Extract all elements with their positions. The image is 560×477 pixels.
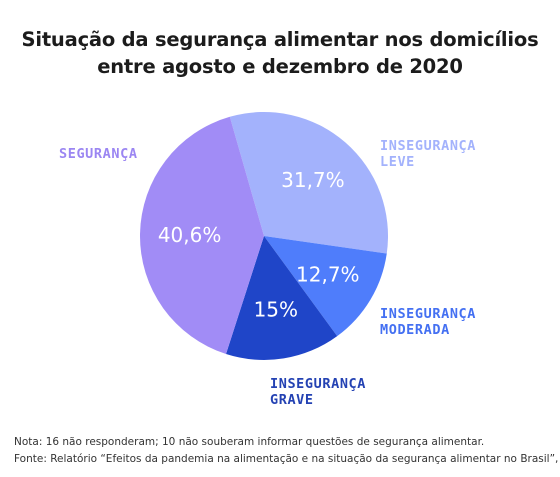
slice-category-label-line: INSEGURANÇA (380, 138, 477, 154)
slice-category-label-line: MODERADA (380, 322, 450, 338)
note-text: Nota: 16 não responderam; 10 não soubera… (14, 436, 485, 448)
slice-category-label-line: GRAVE (270, 392, 314, 408)
chart-notes: Nota: 16 não responderam; 10 não soubera… (14, 434, 560, 468)
pie-slice-inseguran-a-moderada (264, 236, 387, 337)
slice-category-label: SEGURANÇA (59, 146, 138, 162)
slice-value-label: 12,7% (296, 262, 360, 286)
slice-value-label: 40,6% (158, 223, 222, 247)
slice-category-label: INSEGURANÇA GRAVE (270, 376, 366, 408)
pie-slice-inseguran-a-grave (226, 236, 338, 361)
pie-slice-seguran-a (139, 116, 264, 355)
slice-category-label-line: INSEGURANÇA (380, 306, 477, 322)
slice-category-label-line: INSEGURANÇA (270, 376, 367, 392)
chart-title-line-2: entre agosto e dezembro de 2020 (97, 55, 463, 78)
pie-slice-inseguran-a-leve (229, 111, 389, 254)
slice-value-label: 15% (254, 298, 298, 322)
slice-category-label: INSEGURANÇA LEVE (380, 138, 476, 170)
chart-title-line-1: Situação da segurança alimentar nos domi… (21, 28, 539, 51)
slice-category-label: INSEGURANÇA MODERADA (380, 306, 476, 338)
source-text: Fonte: Relatório “Efeitos da pandemia na… (14, 453, 560, 465)
slice-category-label-line: LEVE (380, 154, 415, 170)
slice-value-label: 31,7% (281, 168, 345, 192)
slice-category-label-line: SEGURANÇA (59, 146, 138, 162)
chart-title: Situação da segurança alimentar nos domi… (0, 26, 560, 80)
